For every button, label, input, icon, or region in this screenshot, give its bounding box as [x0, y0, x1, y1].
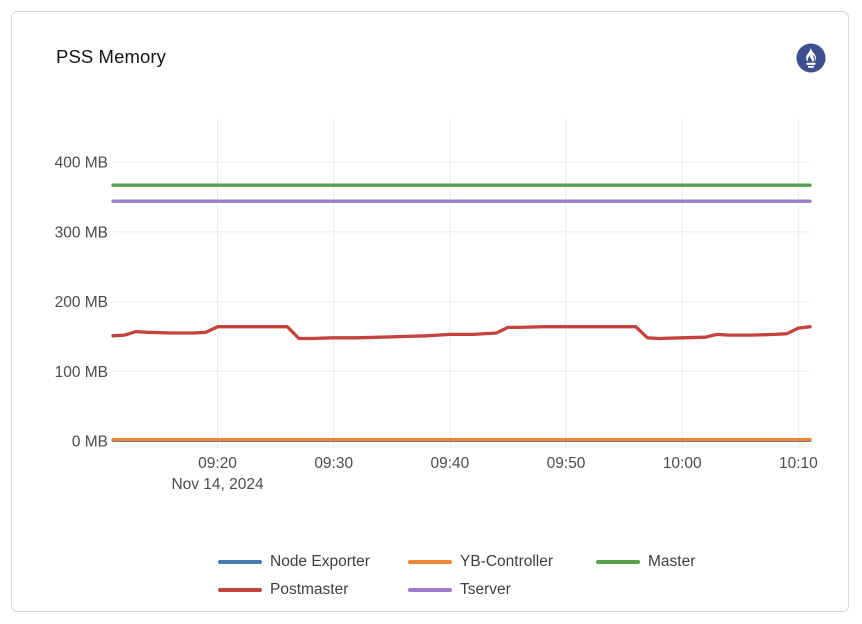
legend-label: Postmaster: [270, 581, 349, 598]
y-tick-label: 100 MB: [55, 364, 108, 381]
chart-legend: Node Exporter YB-Controller Master Postmast…: [218, 552, 695, 600]
legend-label: YB-Controller: [460, 553, 554, 570]
x-axis-date-label: Nov 14, 2024: [171, 476, 264, 493]
legend-swatch-icon: [218, 559, 262, 565]
legend-swatch-icon: [218, 587, 262, 593]
y-tick-label: 0 MB: [72, 434, 108, 451]
prometheus-icon: [796, 43, 826, 73]
legend-item-node-exporter[interactable]: Node Exporter: [218, 552, 408, 572]
x-tick-label: 10:00: [663, 455, 702, 472]
x-tick-label: 09:20: [198, 455, 237, 472]
y-tick-label: 300 MB: [55, 224, 108, 241]
panel-title: PSS Memory: [56, 46, 166, 67]
x-tick-label: 09:40: [430, 455, 469, 472]
legend-label: Master: [648, 553, 696, 570]
legend-item-tserver[interactable]: Tserver: [408, 580, 596, 600]
legend-label: Tserver: [460, 581, 511, 598]
legend-swatch-icon: [408, 559, 452, 565]
series-line-postmaster: [111, 325, 812, 341]
legend-label: Node Exporter: [270, 553, 370, 570]
legend-item-yb-controller[interactable]: YB-Controller: [408, 552, 596, 572]
x-tick-label: 09:30: [314, 455, 353, 472]
legend-swatch-icon: [408, 587, 452, 593]
legend-swatch-icon: [596, 559, 640, 565]
legend-item-postmaster[interactable]: Postmaster: [218, 580, 408, 600]
legend-item-master[interactable]: Master: [596, 552, 695, 572]
pss-memory-chart[interactable]: 0 MB 100 MB 200 MB 300 MB 400 MB 09:20 09:30 09…: [12, 12, 850, 512]
x-tick-label: 09:50: [547, 455, 586, 472]
y-tick-label: 200 MB: [55, 294, 108, 311]
pss-memory-panel: PSS Memory 0 MB 100 MB 200 MB 300 MB 400 MB 0…: [11, 11, 849, 612]
y-tick-label: 400 MB: [55, 155, 108, 172]
x-tick-label: 10:10: [779, 455, 818, 472]
